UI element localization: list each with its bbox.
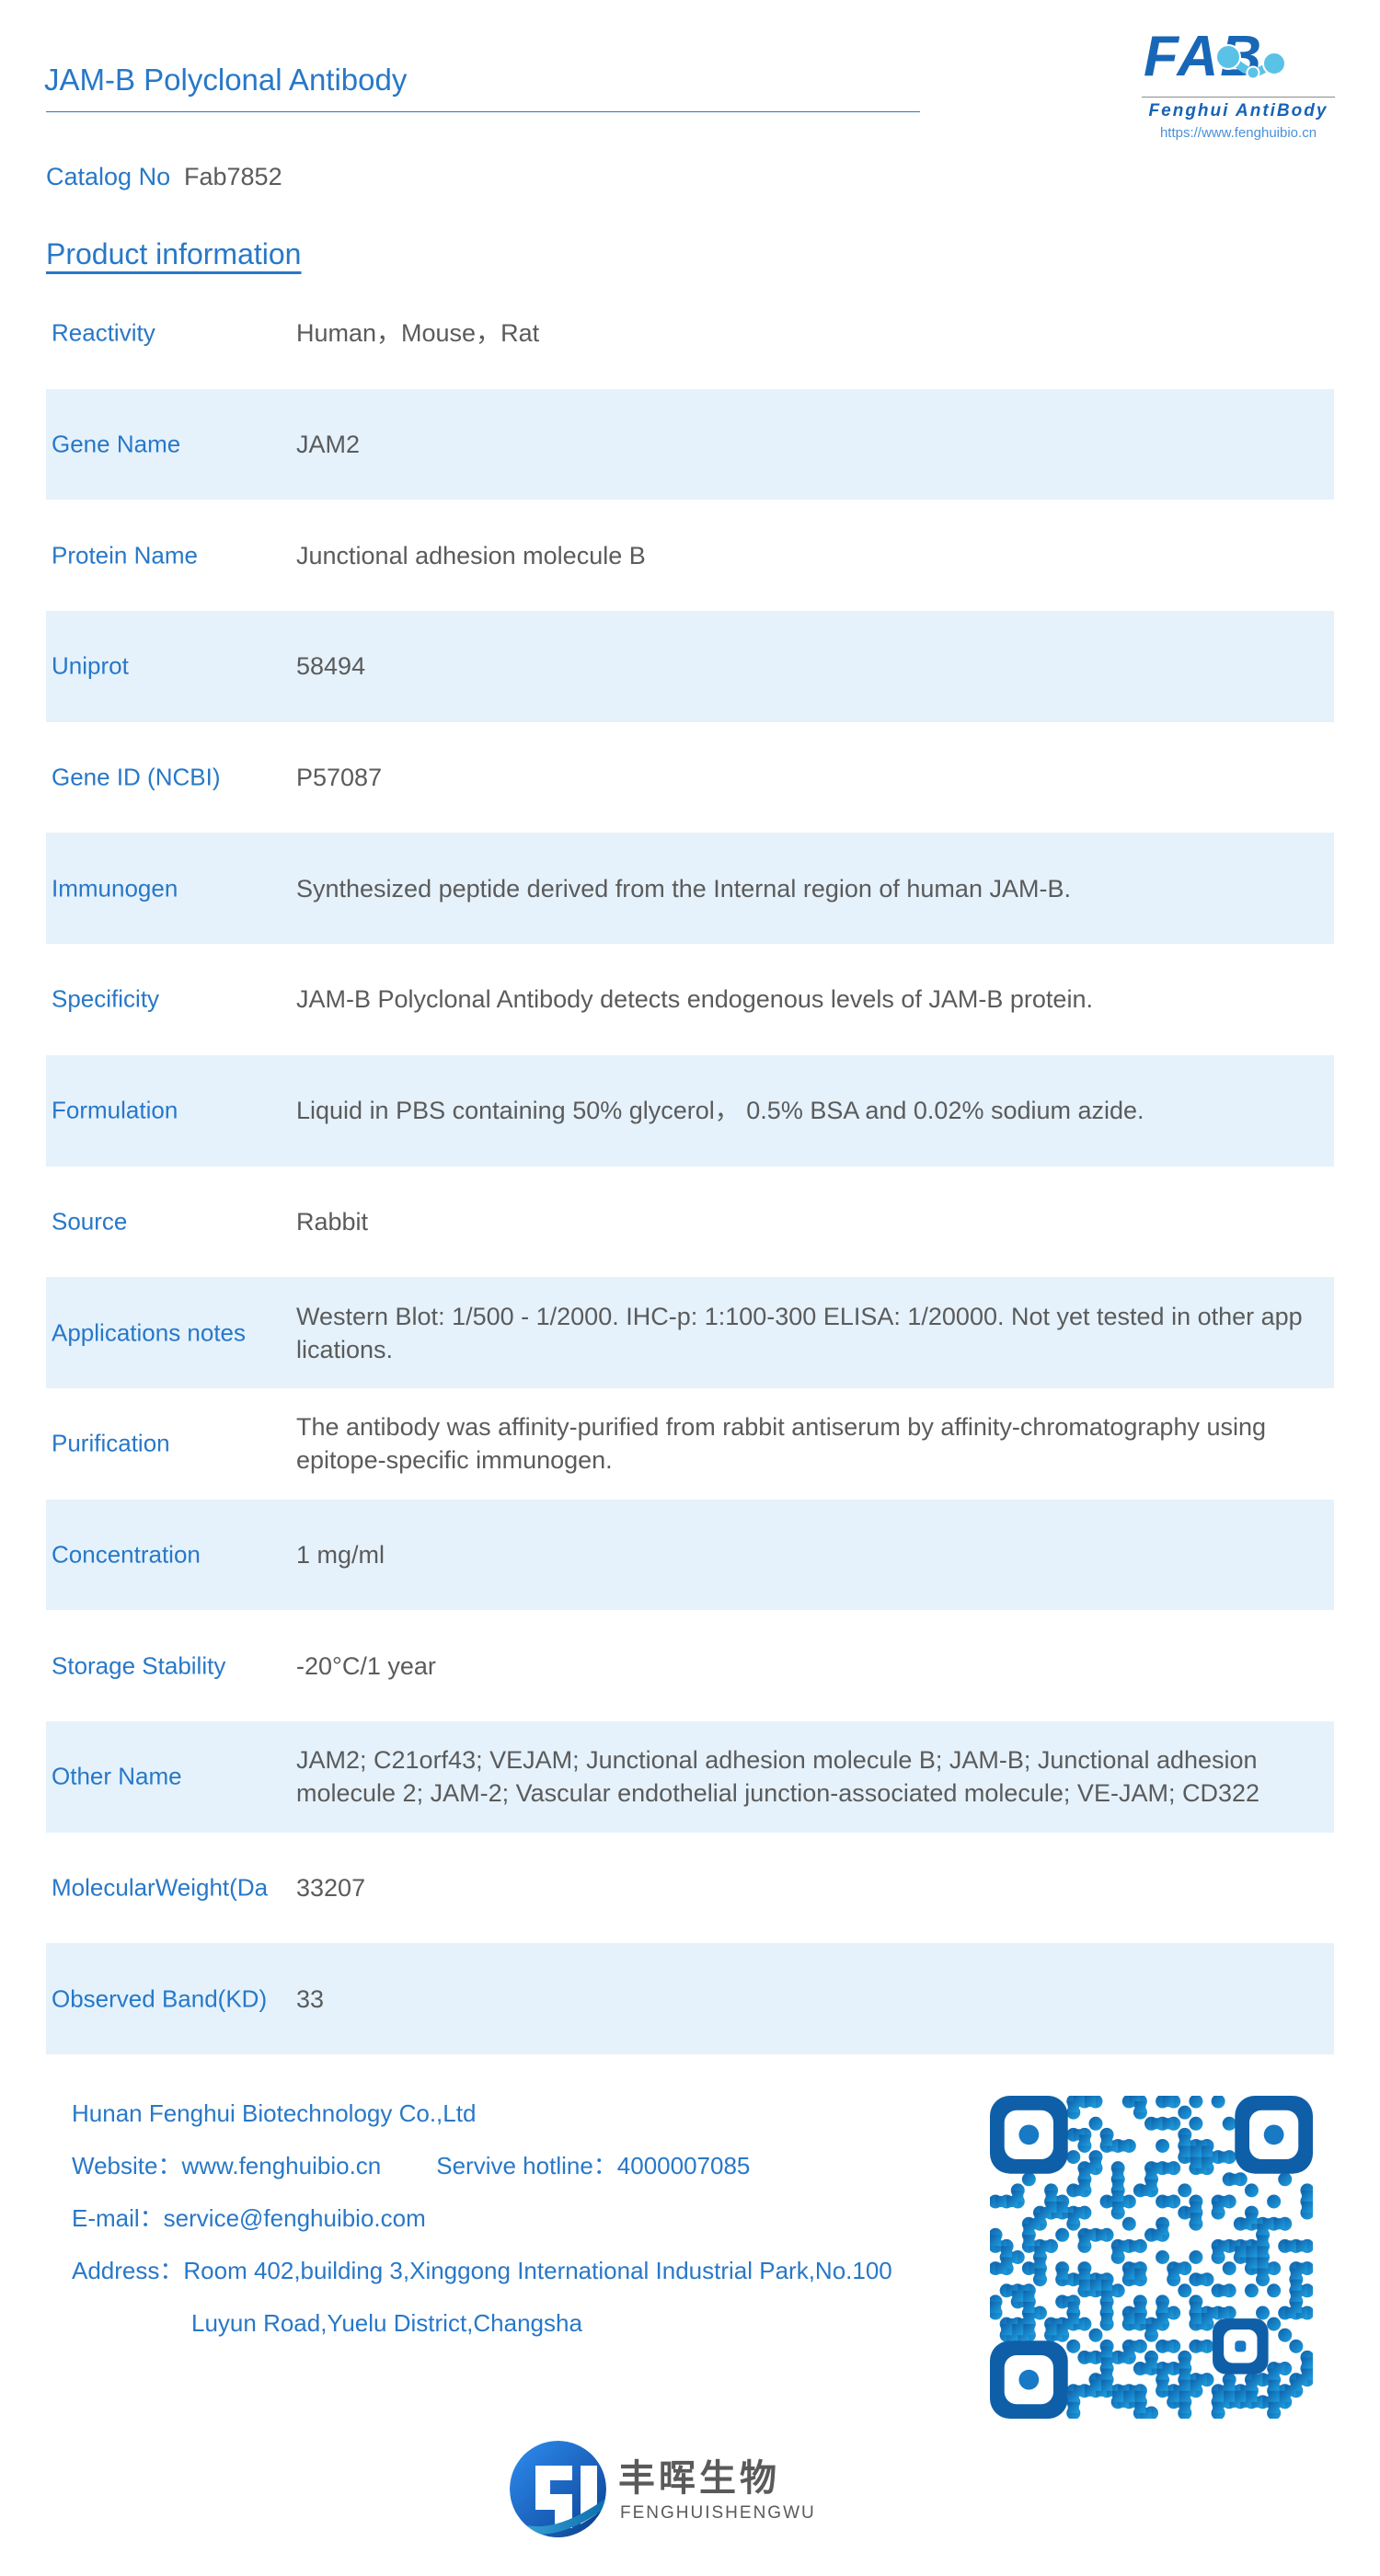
- svg-text:FAB: FAB: [1144, 28, 1263, 88]
